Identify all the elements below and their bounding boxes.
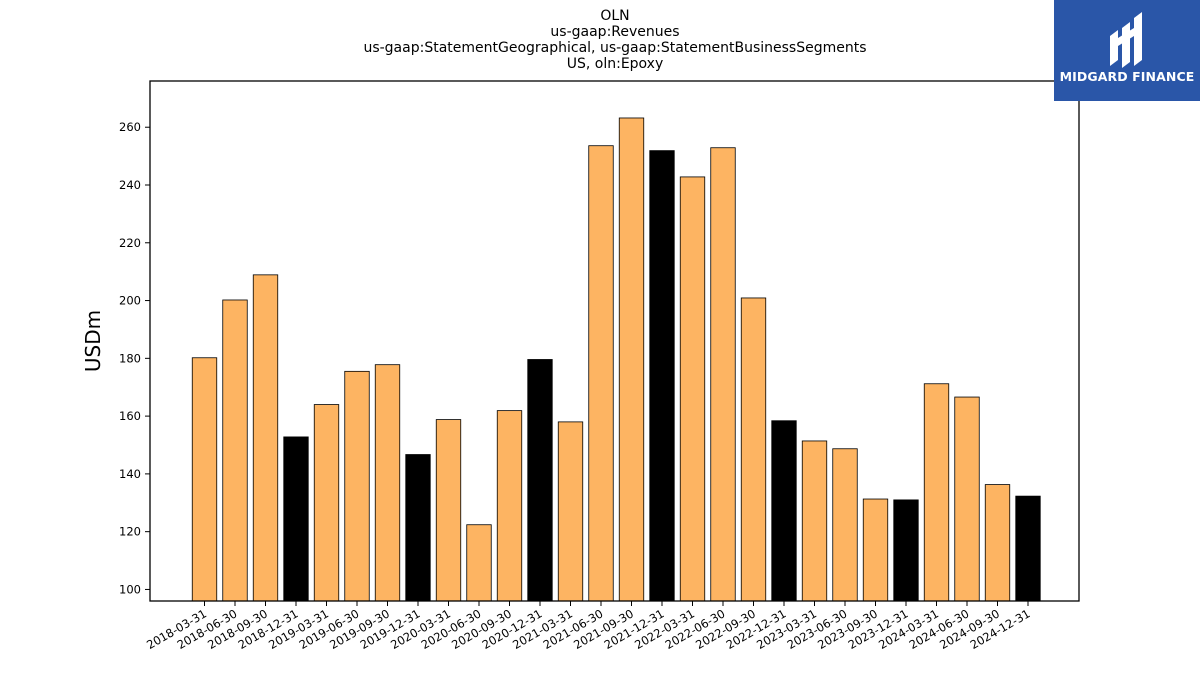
bar-2019-09-30	[374, 364, 401, 602]
midgard-finance-logo: MIDGARD FINANCE	[1054, 0, 1200, 101]
y-axis-label: USDm	[81, 310, 105, 372]
y-tick-label: 240	[119, 178, 141, 192]
bar-2022-12-31	[771, 420, 797, 602]
bar-2022-06-30	[710, 147, 736, 602]
bar-2018-09-30	[252, 274, 279, 602]
y-tick-label: 200	[119, 294, 141, 308]
bar-2024-12-31	[1015, 495, 1041, 602]
bar-2019-06-30	[344, 370, 370, 602]
y-tick-label: 260	[119, 120, 141, 134]
y-tick-label: 120	[119, 525, 141, 539]
bar-2020-12-31	[527, 359, 553, 602]
bar-2024-09-30	[984, 484, 1011, 602]
bar-2023-03-31	[801, 440, 828, 602]
bar-2021-12-31	[649, 150, 675, 602]
bar-2023-12-31	[893, 499, 919, 602]
bar-2018-03-31	[191, 357, 218, 602]
bar-2021-09-30	[618, 117, 645, 602]
bar-2018-12-31	[283, 436, 309, 602]
bar-2024-06-30	[954, 396, 980, 602]
y-tick-label: 180	[119, 351, 141, 365]
title-line-4: US, oln:Epoxy	[566, 56, 664, 72]
y-tick-label: 100	[119, 582, 141, 596]
bar-2020-06-30	[466, 524, 492, 602]
bar-2020-03-31	[435, 419, 462, 602]
title-line-1: OLN	[600, 8, 630, 24]
bar-2018-06-30	[222, 299, 248, 602]
bars-group	[191, 117, 1041, 602]
x-axis: 2018-03-312018-06-302018-09-302018-12-31…	[144, 601, 1033, 652]
bar-2022-03-31	[679, 176, 706, 602]
bar-2023-06-30	[832, 448, 858, 602]
y-tick-label: 140	[119, 467, 141, 481]
title-line-2: us-gaap:Revenues	[550, 24, 680, 40]
y-axis: 100 120 140 160 180 200 220 240 260	[119, 120, 150, 596]
bar-2020-09-30	[496, 410, 523, 602]
bar-2019-03-31	[313, 404, 340, 602]
bar-2024-03-31	[923, 383, 950, 602]
logo-text: MIDGARD FINANCE	[1059, 69, 1195, 84]
bar-2023-09-30	[862, 498, 889, 602]
bar-2022-09-30	[740, 297, 767, 602]
y-tick-label: 220	[119, 236, 141, 250]
y-tick-label: 160	[119, 409, 141, 423]
title-line-3: us-gaap:StatementGeographical, us-gaap:S…	[363, 40, 867, 56]
bar-2019-12-31	[405, 454, 431, 602]
logo-mark-icon	[1110, 12, 1142, 68]
axes-frame	[149, 80, 1080, 602]
bar-2021-06-30	[588, 145, 614, 602]
bar-2021-03-31	[557, 421, 584, 602]
